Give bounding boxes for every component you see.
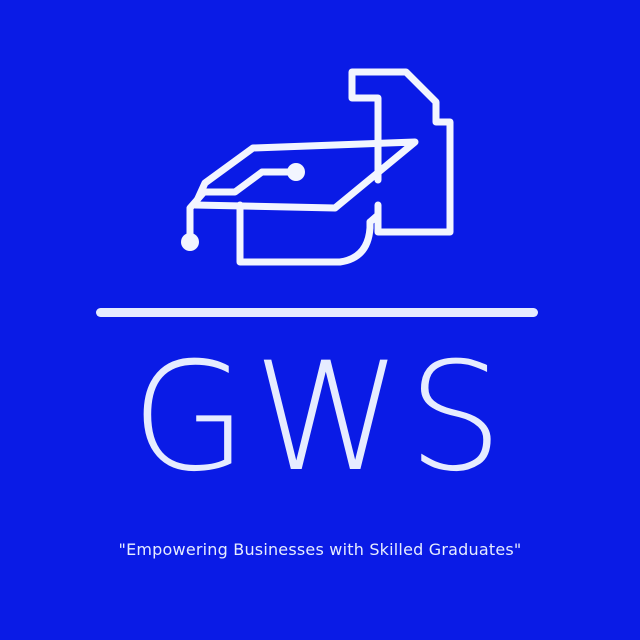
cap-band-edge <box>366 211 382 226</box>
divider-line <box>96 308 538 317</box>
mortarboard-top <box>191 138 419 212</box>
brand-name: GWS <box>131 331 509 505</box>
cap-band <box>236 201 374 266</box>
graduation-cap-document-icon <box>181 68 454 266</box>
tagline: "Empowering Businesses with Skilled Grad… <box>118 540 522 559</box>
tassel-end <box>181 233 199 251</box>
tassel-knob <box>287 163 305 181</box>
document-outline <box>348 68 454 236</box>
tassel-wire <box>186 168 299 246</box>
